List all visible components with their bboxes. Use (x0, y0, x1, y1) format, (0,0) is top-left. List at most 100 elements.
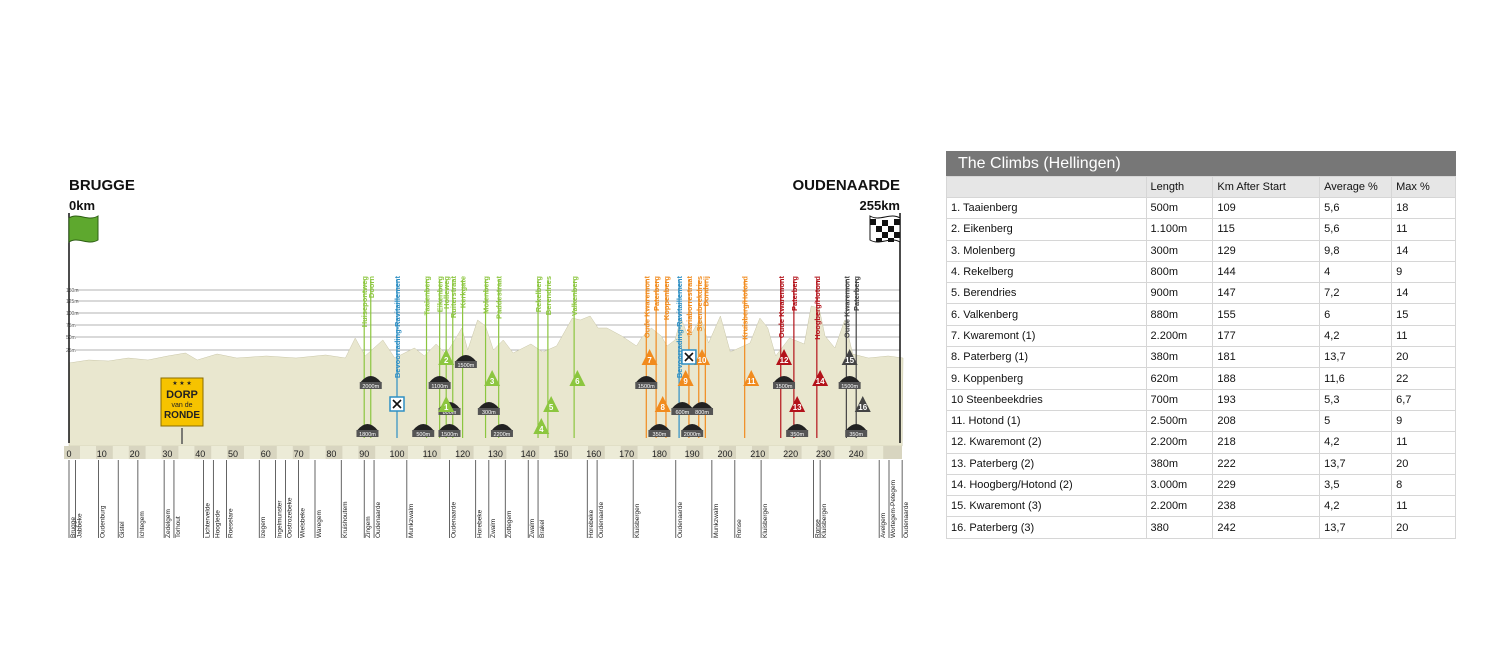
table-cell: 1.100m (1145, 218, 1214, 241)
climb-name-label: Ruiterstraat (449, 276, 458, 319)
climb-marker-number: 1 (444, 403, 449, 412)
cobble-stones (455, 355, 476, 361)
table-cell: 11 (1391, 495, 1456, 518)
cobble-length-box (356, 430, 379, 437)
cobble-length-box (428, 382, 451, 389)
axis-band-stripe (670, 446, 687, 459)
table-cell: 177 (1212, 324, 1321, 348)
cobble-length-box (671, 408, 694, 415)
town-label: Gistel (119, 521, 126, 538)
climb-marker-number: 6 (575, 377, 580, 386)
table-cell: 129 (1212, 239, 1321, 262)
climb-marker: 8 (654, 396, 671, 412)
cobble-stones (357, 424, 378, 430)
climb-marker: 16 (854, 396, 871, 412)
table-cell: 880m (1145, 303, 1214, 326)
climb-marker-number: 14 (816, 377, 825, 386)
town-label: Jabbeke (77, 513, 84, 538)
cobble-length-box (438, 430, 461, 437)
cobble-stones (413, 424, 434, 430)
table-cell: 11. Hotond (1) (946, 409, 1147, 433)
cobble-length-label: 1500m (638, 384, 655, 390)
climb-name-label: Huisepontweg (360, 276, 369, 328)
altitude-label: 125m (66, 299, 79, 305)
table-cell: 380 (1145, 516, 1214, 539)
town-label: Wielsbeke (300, 508, 307, 538)
table-cell: 6,7 (1391, 388, 1456, 411)
climb-name-label: Bevoorrading-Ravitaillement (675, 276, 684, 379)
cobble-sectors: 1800m2000m500m1100m800m1500m1500m300m220… (356, 355, 868, 438)
climb-name-label: Berendries (544, 276, 553, 315)
climb-name-label: Hoogberg/Hotond (813, 276, 822, 340)
town-label: Oudenburg (100, 505, 107, 538)
feed-zone-icon (389, 396, 405, 412)
table-cell: 222 (1212, 452, 1321, 475)
town-label: Oudenaarde (903, 501, 910, 538)
axis-band-stripe (473, 446, 490, 459)
climbs-table-header: Length Km After Start Average % Max % (946, 176, 1456, 198)
cobble-stones (846, 424, 867, 430)
axis-tick-label: 140 (521, 449, 536, 459)
climb-marker-number: 8 (660, 403, 665, 412)
table-cell: 13. Paterberg (2) (946, 452, 1147, 475)
climb-marker: 4 (533, 418, 550, 434)
climb-marker-number: 3 (490, 377, 495, 386)
town-label: Zwalm (490, 519, 497, 538)
table-cell: 5. Berendries (946, 282, 1147, 305)
table-row: 6. Valkenberg 880m 155 6 15 (946, 303, 1456, 326)
cobble-length-box (454, 361, 477, 368)
cobble-length-box (681, 430, 704, 437)
cobble-length-label: 800m (443, 410, 457, 416)
town-label: Oudenaarde (450, 501, 457, 538)
climb-name-label: Mariaborrestraat (685, 276, 694, 336)
table-cell: 11 (1391, 431, 1456, 454)
cobble-stones (429, 376, 450, 382)
climb-marker: 6 (569, 370, 586, 386)
town-label: Brugge (70, 517, 77, 538)
climb-marker-triangle (654, 396, 671, 412)
table-cell: 9,8 (1319, 239, 1393, 262)
table-cell: 2.200m (1145, 431, 1214, 454)
town-label: Zingem (365, 516, 372, 538)
table-cell: 2.200m (1145, 324, 1214, 348)
town-label: Ingelmunster (277, 500, 284, 538)
climb-marker-number: 5 (549, 403, 554, 412)
axis-band-stripe (440, 446, 457, 459)
table-cell: 2.500m (1145, 409, 1214, 433)
climb-marker-triangle (776, 349, 793, 365)
axis-tick-label: 10 (97, 449, 107, 459)
table-cell: 13,7 (1319, 346, 1393, 369)
climb-marker-triangle (743, 370, 760, 386)
start-km: 0km (69, 198, 95, 213)
town-label: Lichtervelde (204, 503, 211, 538)
axis-tick-label: 150 (553, 449, 568, 459)
climb-name-label: Bevoorrading-Ravitaillement (393, 276, 402, 379)
cobble-sector-icon: 1500m (773, 376, 796, 390)
axis-band-stripe (867, 446, 884, 459)
table-row: 13. Paterberg (2) 380m 222 13,7 20 (946, 452, 1456, 475)
climb-marker-triangle (677, 370, 694, 386)
svg-text:★ ★ ★: ★ ★ ★ (172, 380, 191, 387)
cobble-length-label: 1500m (457, 363, 474, 369)
axis-band-stripe (178, 446, 195, 459)
table-cell: 10 Steenbeekdries (946, 388, 1147, 411)
table-cell: 12. Kwaremont (2) (946, 431, 1147, 454)
column-header: Km After Start (1212, 176, 1321, 198)
axis-tick-label: 40 (195, 449, 205, 459)
axis-band-stripe (703, 446, 720, 459)
climb-name-label: Paddestraat (495, 276, 504, 319)
town-label: Hooglede (214, 510, 221, 538)
table-cell: 109 (1212, 196, 1321, 220)
cobble-length-label: 1100m (431, 384, 448, 390)
axis-tick-label: 160 (586, 449, 601, 459)
table-cell: 6 (1319, 303, 1393, 326)
cobble-length-label: 1500m (441, 432, 458, 438)
table-cell: 4,2 (1319, 495, 1393, 518)
axis-band-stripe (80, 446, 96, 459)
cobble-stones (839, 376, 860, 382)
cobble-stones (439, 424, 460, 430)
cobble-sector-icon: 2000m (359, 376, 382, 390)
cobble-sector-icon: 300m (477, 402, 500, 416)
climb-name-label: Oude Kwaremont (642, 276, 651, 339)
